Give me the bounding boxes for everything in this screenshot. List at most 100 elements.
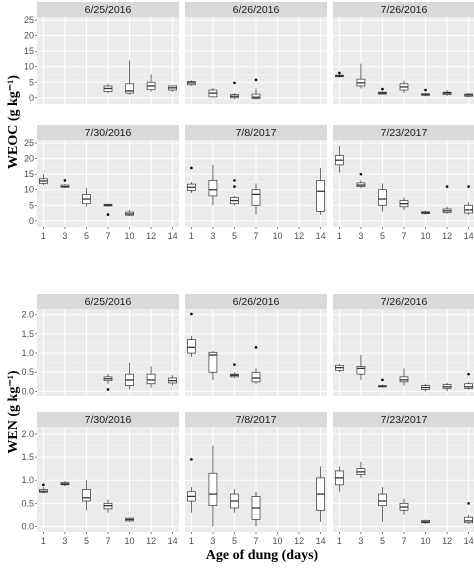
box-1 [39,174,48,186]
facet-weoc-1: 6/25/2016 0 5 10 15 20 25 [24,2,179,104]
y-tick-label: 2.0 [21,429,34,439]
box-5 [230,363,239,378]
x-tick-label: 5 [84,231,89,241]
box-body [146,373,156,385]
box-3 [60,179,70,189]
x-tick-label: 12 [146,536,156,546]
facet-title: 7/8/2017 [236,127,277,139]
outlier-point [233,81,236,85]
outlier-point [254,78,258,82]
y-tick-label: 2.0 [21,310,34,320]
facet-strip [185,294,327,309]
y-tick-label: 0 [29,93,34,103]
outlier-point [381,87,384,91]
facet-wen-2: 6/26/2016 [185,294,327,396]
box-1 [335,146,344,173]
facet-title: 6/25/2016 [85,4,132,16]
x-tick-label: 14 [168,536,178,546]
box-10 [125,362,134,390]
facet-weoc-3: 7/26/2016 [333,2,474,104]
facet-title: 6/26/2016 [233,4,280,16]
box-12 [442,382,452,392]
x-tick-label: 3 [62,536,67,546]
box-body [356,366,366,375]
facet-title: 7/8/2017 [236,414,277,426]
y-tick-label: 15 [24,169,34,179]
box-7 [399,498,409,515]
facet-title: 7/23/2017 [381,414,428,426]
box-5 [378,87,387,95]
box-12 [146,74,156,92]
outlier-point [190,166,193,170]
x-tick-label: 10 [125,536,135,546]
outlier-point [63,179,67,182]
x-tick-label: 12 [442,536,452,546]
box-body [464,383,473,389]
x-tick-label: 5 [380,231,385,241]
box-body [251,93,261,99]
outlier-point [233,179,236,182]
facet-title: 7/30/2016 [85,414,132,426]
x-tick-label: 5 [380,536,385,546]
x-tick-label: 12 [294,536,304,546]
box-7 [251,491,261,527]
box-3 [356,63,366,89]
facet-wen-5: 7/8/2017 1 3 5 7 10 12 14 [185,412,327,546]
facet-weoc-5: 7/8/2017 1 3 5 7 10 12 14 [185,125,327,241]
box-12 [442,90,452,96]
y-tick-label: 20 [24,31,34,41]
outlier-point [381,378,384,382]
box-7 [399,197,409,210]
y-tick-label: 10 [24,62,34,72]
box-body [208,472,218,506]
facet-title: 7/26/2016 [381,4,428,16]
outlier-point [424,88,427,92]
x-tick-label: 7 [401,231,406,241]
x-tick-label: 5 [232,536,237,546]
box-5 [82,480,91,511]
x-tick-label: 7 [105,536,110,546]
outlier-point [42,483,45,487]
y-tick-label: 25 [24,138,34,148]
x-tick-label: 14 [316,536,326,546]
box-3 [208,87,218,98]
box-5 [378,378,387,388]
x-tick-label: 3 [210,536,215,546]
x-tick-label: 14 [168,231,178,241]
x-tick-label: 14 [464,231,474,241]
outlier-point [467,372,470,376]
box-14 [464,502,473,525]
box-body [187,339,196,354]
x-tick-label: 10 [273,231,283,241]
box-7 [399,80,409,94]
facet-strip [37,412,179,427]
box-7 [103,203,113,216]
facet-strip [333,412,474,427]
facet-title: 6/26/2016 [233,296,280,308]
box-body [378,493,387,506]
x-tick-label: 7 [105,231,110,241]
box-14 [464,93,473,98]
outlier-point [359,172,363,176]
facet-strip [37,294,179,309]
x-tick-label: 14 [316,231,326,241]
box-1 [335,71,344,78]
x-tick-label: 7 [253,231,258,241]
y-tick-label: 0.5 [21,498,34,508]
x-tick-label: 3 [358,231,363,241]
x-tick-label: 10 [421,536,431,546]
box-7 [399,368,409,386]
y-tick-label: 0.0 [21,521,34,531]
x-tick-label: 12 [294,231,304,241]
box-body [464,516,473,524]
box-10 [421,519,430,525]
box-10 [125,209,134,217]
y-tick-label: 5 [29,77,34,87]
x-tick-label: 1 [41,536,46,546]
box-body [251,189,261,206]
x-tick-label: 1 [337,536,342,546]
facet-strip [185,2,327,17]
box-body [464,204,473,214]
y-tick-label: 15 [24,46,34,56]
box-12 [146,366,156,388]
